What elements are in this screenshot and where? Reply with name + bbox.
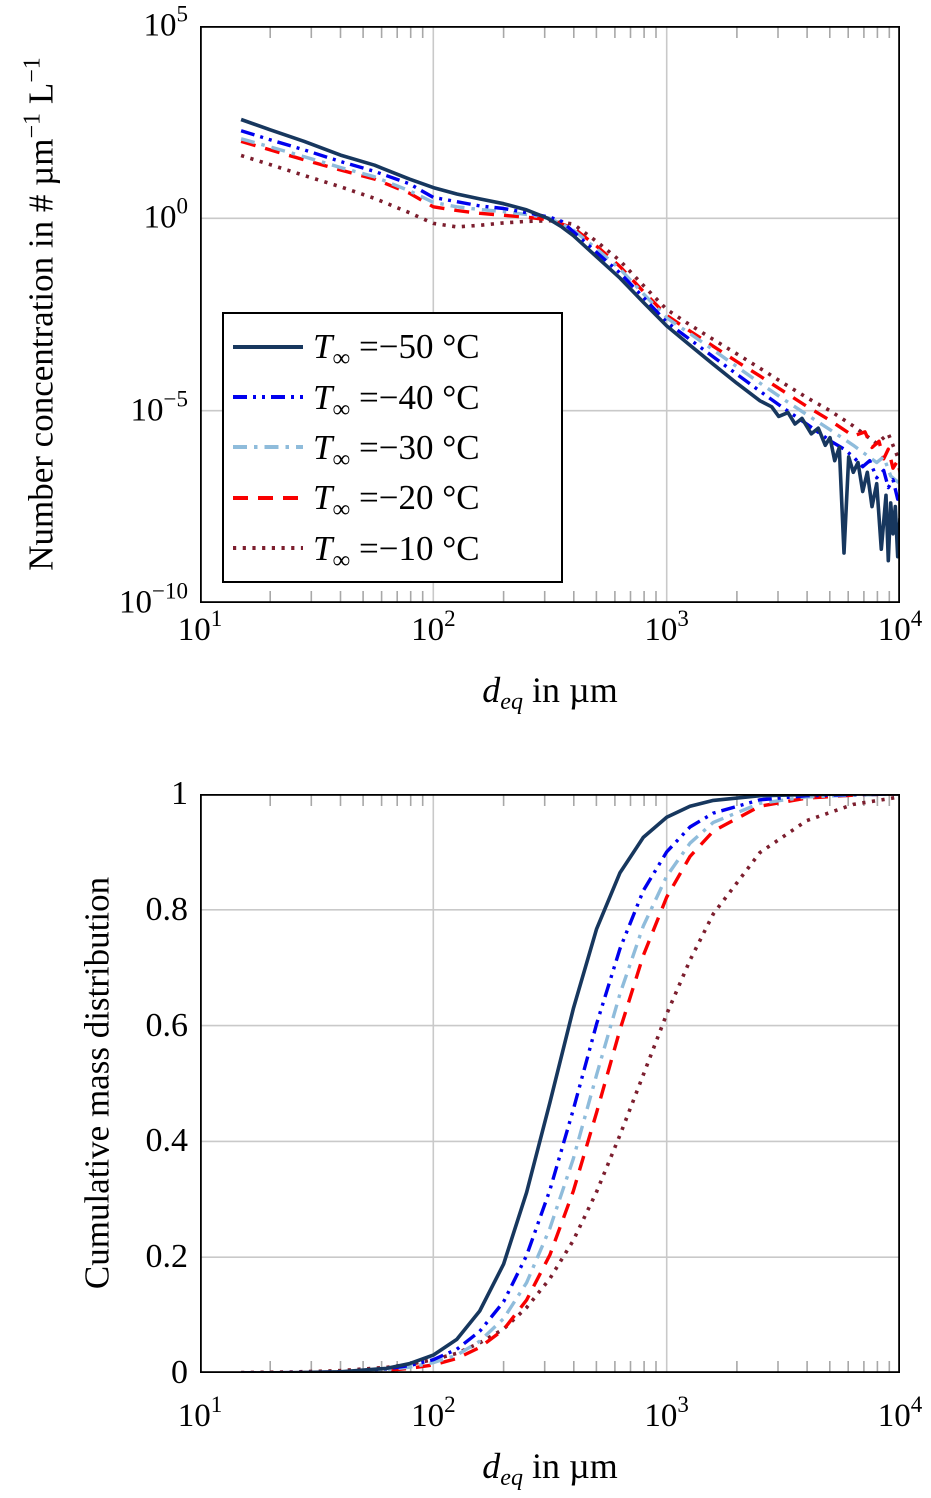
legend-item: T∞ =−20 °C [224, 478, 561, 524]
series-T∞ =−20 °C [240, 139, 900, 473]
series-T∞ =−50 °C [241, 794, 900, 1373]
y-tick-label: 10−5 [130, 386, 188, 429]
y1-label-sup1: −1 [19, 112, 46, 139]
axis-frame [200, 26, 900, 603]
x-label-var: d [482, 670, 501, 710]
series-T∞ =−40 °C [240, 129, 900, 501]
minor-ticks [269, 794, 891, 1373]
y-tick-label: 0.8 [145, 890, 189, 928]
series-T∞ =−20 °C [241, 794, 900, 1373]
x-label-unit: in µm [522, 1446, 618, 1486]
legend-line-sample [233, 546, 303, 551]
number-concentration-plot [200, 26, 900, 603]
series-T∞ =−40 °C [241, 794, 900, 1373]
x-tick-label: 102 [411, 606, 456, 648]
x-label-sub: eq [500, 689, 523, 715]
legend: T∞ =−50 °C T∞ =−40 °C T∞ =−30 °C T∞ =−20… [222, 312, 563, 583]
x-axis-label-plot2: deq in µm [482, 1446, 618, 1490]
gridlines [200, 794, 900, 1373]
y2-label-text: Cumulative mass distribution [77, 876, 117, 1290]
y1-label-text2: L [21, 82, 61, 113]
x-tick-label: 104 [877, 1392, 923, 1434]
x-tick-label: 103 [644, 1392, 689, 1434]
y-tick-label: 10−10 [119, 578, 188, 621]
legend-line-sample [233, 344, 303, 349]
legend-line-sample [233, 395, 303, 400]
x-label-var: d [482, 1446, 501, 1486]
legend-item: T∞ =−40 °C [224, 377, 561, 423]
cumulative-mass-plot [200, 794, 900, 1373]
legend-line-sample [233, 495, 303, 500]
y-tick-label: 1 [171, 775, 188, 812]
y-axis-label-number-concentration: Number concentration in # µm−1 L−1 [20, 57, 61, 571]
legend-item-label: T∞ =−50 °C [313, 327, 480, 373]
legend-item-label: T∞ =−30 °C [313, 427, 480, 473]
series-T∞ =−10 °C [240, 153, 900, 464]
series-T∞ =−50 °C [240, 117, 900, 563]
x-label-unit: in µm [522, 670, 618, 710]
legend-item-label: T∞ =−40 °C [313, 377, 480, 423]
series-T∞ =−30 °C [241, 794, 900, 1373]
x-tick-label: 103 [644, 606, 689, 648]
legend-item-label: T∞ =−20 °C [313, 478, 480, 524]
y-tick-label: 0.4 [145, 1122, 189, 1160]
y1-label-sup2: −1 [19, 57, 46, 83]
series-T∞ =−10 °C [241, 795, 900, 1373]
y-tick-label: 0.2 [145, 1238, 189, 1276]
series-T∞ =−30 °C [240, 137, 900, 486]
y1-label-text: Number concentration in # µm [21, 138, 61, 571]
legend-item: T∞ =−50 °C [224, 327, 561, 373]
x-tick-label: 101 [177, 1392, 223, 1434]
legend-line-sample [233, 445, 303, 450]
x-tick-label: 104 [877, 606, 923, 648]
legend-item: T∞ =−10 °C [224, 528, 561, 574]
x-tick-label: 102 [411, 1392, 456, 1434]
y-tick-label: 100 [143, 193, 189, 236]
axis-frame [200, 794, 900, 1373]
x-axis-label-plot1: deq in µm [482, 670, 618, 714]
y-tick-label: 0.6 [145, 1006, 189, 1044]
minor-ticks [269, 26, 891, 603]
x-label-sub: eq [500, 1465, 523, 1491]
x-tick-label: 101 [177, 606, 223, 648]
legend-item-label: T∞ =−10 °C [313, 528, 480, 574]
legend-item: T∞ =−30 °C [224, 427, 561, 473]
y-tick-label: 0 [171, 1354, 188, 1391]
y-tick-label: 105 [143, 1, 189, 44]
y-axis-label-cumulative-mass: Cumulative mass distribution [77, 876, 117, 1290]
